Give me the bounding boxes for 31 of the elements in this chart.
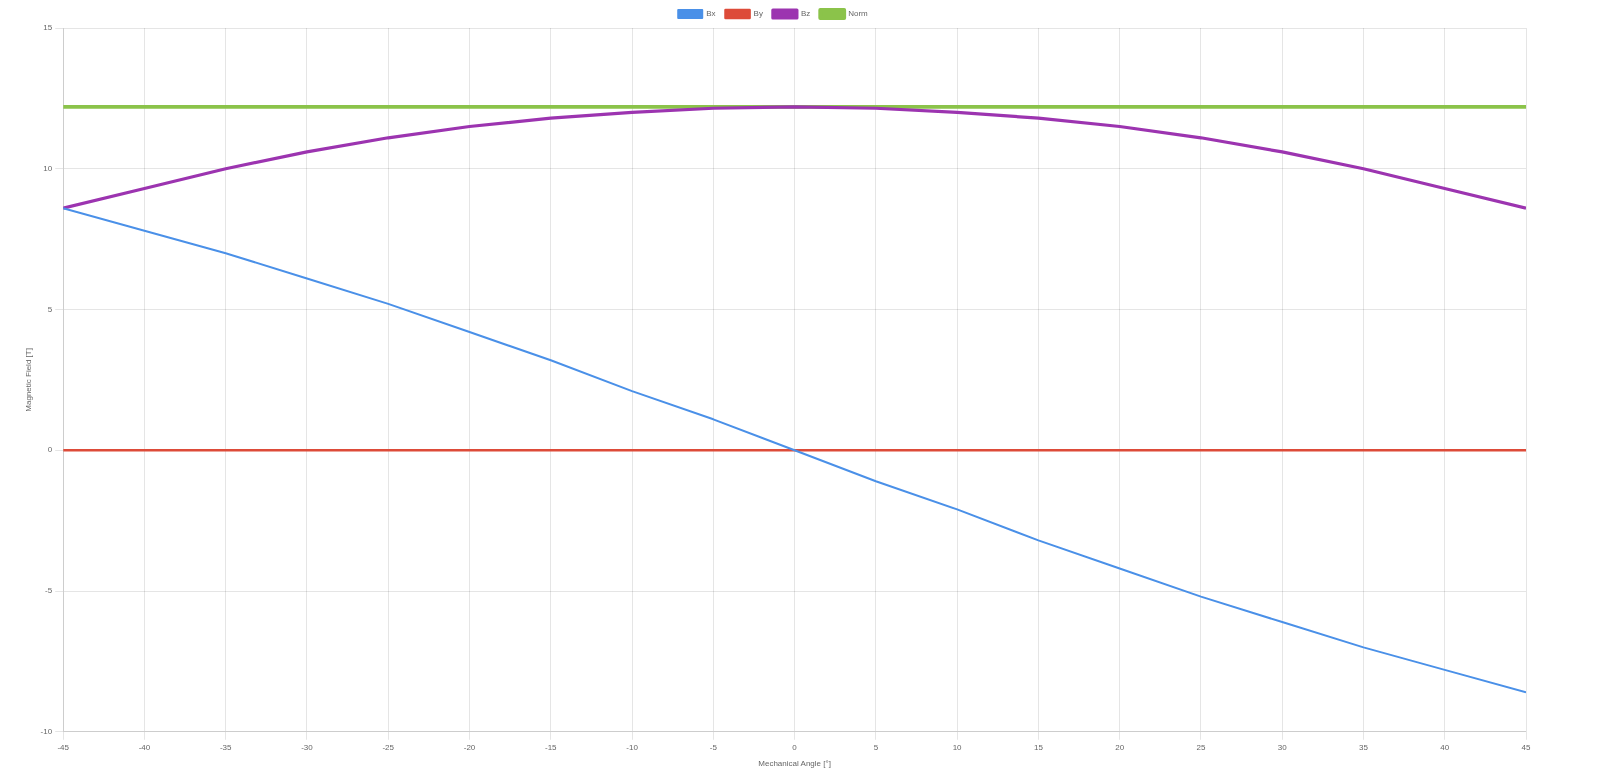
x-tick-label: 10 — [952, 742, 963, 752]
y-axis-title: Magnetic Field [T] — [24, 348, 33, 412]
x-tick-label: -15 — [544, 742, 558, 752]
x-tick-label: -30 — [301, 742, 314, 752]
legend-label: Bx — [706, 9, 716, 19]
x-tick-label: 20 — [1115, 742, 1125, 752]
x-tick-label: -25 — [382, 742, 395, 752]
x-tick-label: -5 — [709, 742, 718, 752]
legend-label: By — [753, 9, 763, 19]
x-tick-label: 25 — [1196, 742, 1206, 752]
x-tick-label: 30 — [1277, 742, 1288, 752]
x-tick-label: 45 — [1521, 742, 1531, 752]
x-tick-label: 0 — [792, 742, 798, 752]
x-tick-label: -40 — [138, 742, 151, 752]
x-tick-label: 40 — [1440, 742, 1450, 752]
y-tick-label: 15 — [43, 23, 53, 33]
x-tick-label: -35 — [219, 742, 233, 752]
x-tick-label: -10 — [626, 742, 639, 752]
y-tick-label: 10 — [43, 163, 53, 173]
legend-label: Bz — [800, 9, 811, 19]
x-axis-title: Mechanical Angle [°] — [758, 759, 831, 769]
y-tick-label: -10 — [40, 727, 53, 736]
y-tick-label: 0 — [47, 445, 53, 455]
x-tick-label: -45 — [57, 742, 70, 752]
y-tick-label: 5 — [47, 304, 53, 314]
y-tick-label: -5 — [45, 586, 53, 596]
x-tick-label: -20 — [463, 742, 476, 752]
x-tick-label: 5 — [873, 742, 879, 752]
x-tick-label: 15 — [1033, 742, 1044, 752]
x-tick-label: 35 — [1359, 742, 1369, 752]
legend-label: Norm — [848, 9, 869, 19]
